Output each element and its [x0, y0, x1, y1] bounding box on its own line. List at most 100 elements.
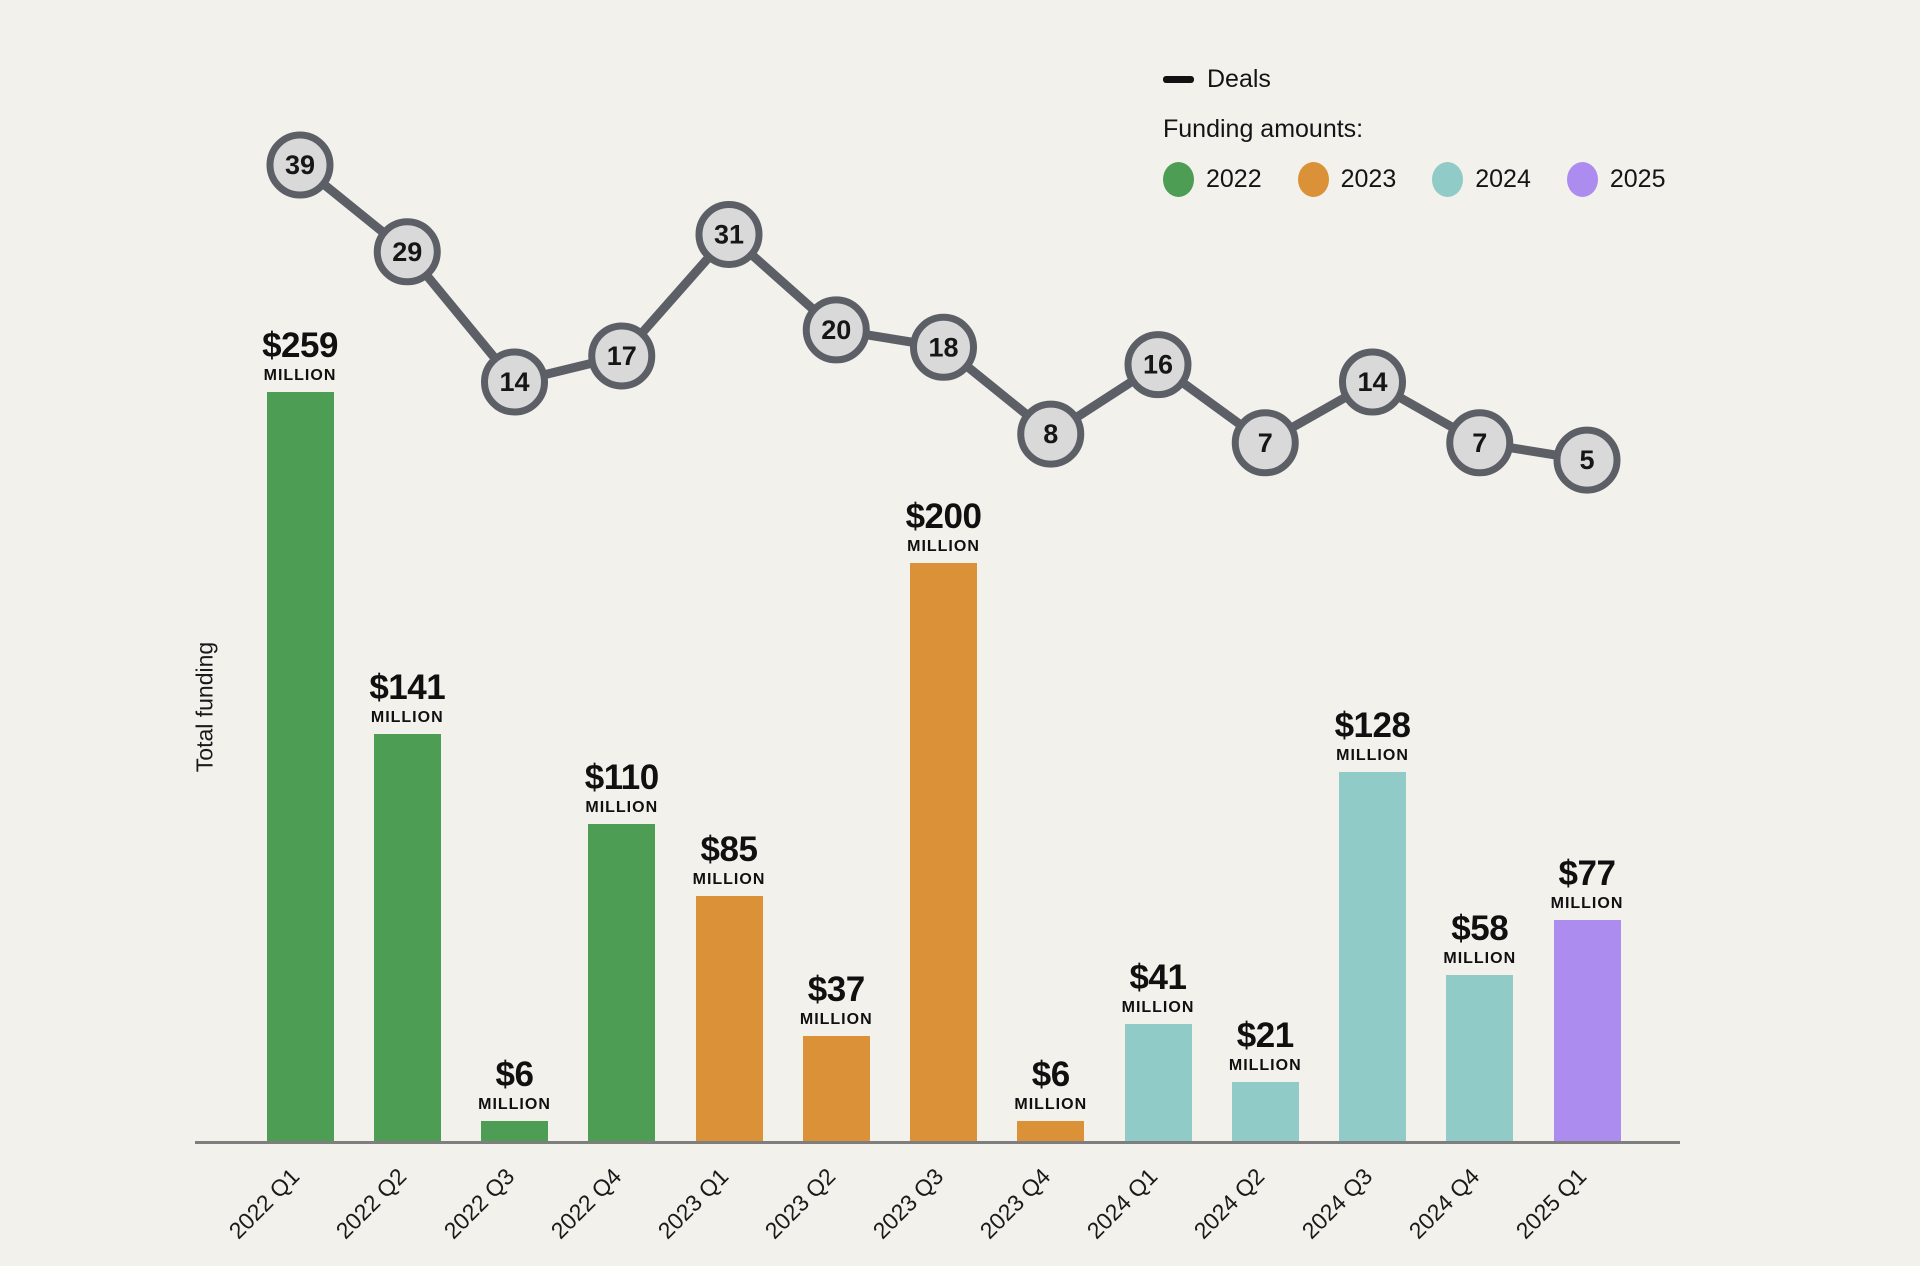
bar-value-unit: MILLION — [1550, 895, 1624, 912]
bar-value-amount: $85 — [700, 830, 758, 869]
deals-marker-value: 20 — [821, 315, 851, 345]
legend-year-label: 2024 — [1475, 165, 1531, 193]
legend-years-row: 2022 2023 2024 2025 — [1163, 162, 1666, 197]
deals-marker-value: 16 — [1143, 350, 1173, 380]
legend-year-label: 2022 — [1206, 165, 1262, 193]
bar-value-label: $259 MILLION — [210, 328, 390, 384]
bar-value-amount: $6 — [495, 1055, 534, 1094]
deals-marker — [481, 348, 548, 416]
deals-marker-value: 14 — [499, 367, 529, 397]
funding-bar — [588, 824, 656, 1143]
deals-marker — [1231, 409, 1299, 477]
deals-marker — [1446, 409, 1514, 477]
bar-value-label: $110 MILLION — [532, 760, 712, 816]
deals-marker — [802, 296, 870, 364]
funding-bar — [695, 896, 763, 1143]
deals-marker-value: 14 — [1357, 367, 1387, 397]
funding-bar — [910, 563, 977, 1143]
bar-value-amount: $141 — [369, 668, 446, 707]
funding-bar — [1017, 1121, 1085, 1143]
bar-value-unit: MILLION — [1443, 950, 1517, 967]
bar-value-unit: MILLION — [1336, 747, 1409, 764]
bar-value-amount: $6 — [1031, 1055, 1070, 1094]
bar-value-amount: $259 — [262, 326, 338, 365]
bar-value-amount: $200 — [905, 497, 982, 536]
deals-marker-value: 17 — [607, 341, 637, 371]
legend-year-item: 2025 — [1566, 162, 1666, 197]
bar-value-label: $41 MILLION — [1068, 960, 1248, 1016]
deals-marker — [695, 200, 763, 268]
deals-marker-value: 7 — [1472, 428, 1487, 458]
deals-line — [295, 160, 1592, 465]
legend-year-item: 2023 — [1297, 162, 1397, 197]
funding-bar — [373, 734, 441, 1143]
legend-year-label: 2025 — [1609, 165, 1666, 193]
deals-marker — [588, 322, 656, 390]
bar-value-label: $37 MILLION — [746, 972, 926, 1028]
legend-deals-item: Deals — [1163, 64, 1666, 94]
legend-year-swatch — [1163, 162, 1194, 197]
funding-bar — [266, 392, 334, 1143]
deals-marker-value: 39 — [285, 150, 315, 180]
deals-marker — [910, 313, 977, 381]
deals-marker-value: 31 — [714, 219, 744, 249]
bar-value-unit: MILLION — [263, 367, 337, 384]
bar-value-unit: MILLION — [585, 799, 659, 816]
bar-value-amount: $77 — [1558, 854, 1616, 893]
bar-value-unit: MILLION — [907, 538, 980, 555]
deals-marker — [1553, 426, 1621, 494]
deals-marker — [1124, 331, 1192, 399]
legend-funding-title: Funding amounts: — [1163, 115, 1364, 143]
bar-value-amount: $128 — [1334, 706, 1411, 745]
x-axis-line — [195, 1141, 1680, 1144]
bar-value-label: $6 MILLION — [425, 1057, 605, 1113]
legend-year-item: 2024 — [1432, 162, 1531, 197]
legend-year-label: 2023 — [1340, 165, 1397, 193]
deals-line-swatch-icon — [1163, 75, 1194, 83]
bar-value-amount: $110 — [584, 758, 659, 797]
bar-value-unit: MILLION — [1014, 1096, 1088, 1113]
bar-value-amount: $41 — [1129, 958, 1187, 997]
funding-bar — [1231, 1082, 1299, 1143]
deals-marker — [266, 131, 334, 199]
deals-marker-value: 29 — [392, 237, 422, 267]
deals-marker — [1017, 400, 1085, 468]
legend-year-item: 2022 — [1163, 162, 1262, 197]
legend-deals-label: Deals — [1207, 64, 1271, 93]
bar-value-unit: MILLION — [1228, 1057, 1302, 1074]
funding-bar — [1339, 772, 1406, 1143]
bar-value-amount: $37 — [807, 970, 865, 1009]
bar-value-label: $77 MILLION — [1497, 856, 1677, 912]
funding-bar — [481, 1121, 548, 1143]
deals-marker-value: 7 — [1258, 428, 1273, 458]
funding-bar — [1124, 1024, 1192, 1143]
bar-value-label: $128 MILLION — [1283, 708, 1463, 764]
bar-value-amount: $58 — [1451, 909, 1509, 948]
funding-bar — [1446, 975, 1514, 1143]
bar-value-unit: MILLION — [799, 1011, 873, 1028]
bar-value-label: $21 MILLION — [1175, 1018, 1355, 1074]
funding-bar — [1553, 920, 1621, 1143]
deals-marker — [373, 218, 441, 286]
bar-value-label: $141 MILLION — [317, 670, 497, 726]
deals-marker-value: 18 — [928, 332, 958, 362]
legend-year-swatch — [1297, 162, 1329, 197]
deals-marker-value: 5 — [1579, 445, 1594, 475]
bar-value-label: $85 MILLION — [639, 832, 819, 888]
bar-value-unit: MILLION — [1121, 999, 1195, 1016]
bar-value-unit: MILLION — [478, 1096, 551, 1113]
legend-year-swatch — [1432, 162, 1464, 197]
bar-value-label: $6 MILLION — [961, 1057, 1141, 1113]
deals-marker — [1339, 348, 1406, 416]
legend-year-swatch — [1566, 162, 1598, 197]
bar-value-label: $200 MILLION — [854, 499, 1034, 555]
deals-marker-value: 8 — [1043, 419, 1058, 449]
bar-value-label: $58 MILLION — [1390, 911, 1570, 967]
bar-value-unit: MILLION — [370, 709, 444, 726]
bar-value-unit: MILLION — [692, 871, 766, 888]
chart-legend: Deals Funding amounts: 2022 2023 2024 2025 — [1163, 64, 1666, 197]
bar-value-amount: $21 — [1236, 1016, 1294, 1055]
funding-bar — [802, 1036, 870, 1143]
